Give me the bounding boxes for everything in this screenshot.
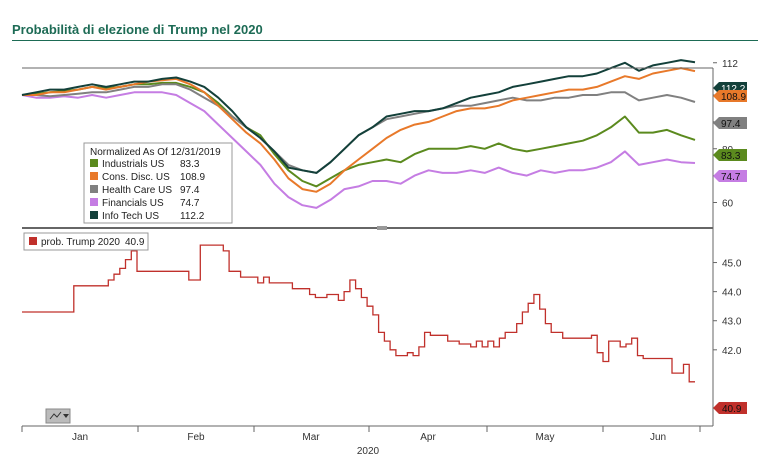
axes: 60708090100112112.2108.997.483.374.742.0… (21, 59, 747, 457)
legend-bottom: prob. Trump 2020 40.9 (23, 232, 149, 251)
legend-swatch-health-care (90, 185, 98, 193)
x-tick-label: Apr (420, 432, 436, 443)
series-line-financials (21, 91, 696, 209)
legend-title: Normalized As Of 12/31/2019 (90, 147, 221, 158)
legend-swatch-industrials (90, 159, 98, 167)
y-tick-label-bottom: 44.0 (722, 288, 742, 299)
legend-label-cons-disc: Cons. Disc. US (102, 172, 170, 183)
x-tick-label: Jan (72, 432, 88, 443)
y-tick-label-bottom: 42.0 (722, 346, 742, 357)
legend-swatch-cons-disc (90, 172, 98, 180)
legend-label-info-tech: Info Tech US (102, 211, 159, 222)
legend-box (83, 142, 233, 224)
end-value-tag-industrials (713, 149, 747, 161)
legend-value-financials: 74.7 (180, 198, 200, 209)
chart-type-button[interactable] (45, 408, 71, 424)
legend-label-trump: prob. Trump 2020 (41, 237, 120, 248)
legend-value-industrials: 83.3 (180, 159, 200, 170)
end-value-label-info-tech: 112.2 (721, 84, 746, 95)
end-value-label-trump: 40.9 (722, 404, 742, 415)
legend-value-health-care: 97.4 (180, 185, 200, 196)
legend-label-financials: Financials US (102, 198, 164, 209)
end-value-tag-cons-disc (713, 90, 747, 102)
line-chart-icon (49, 411, 62, 420)
end-value-tag-trump (713, 402, 747, 414)
legend-label-health-care: Health Care US (102, 185, 172, 196)
legend-value-info-tech: 112.2 (180, 211, 205, 222)
legend-swatch-info-tech (90, 211, 98, 219)
series-line-info-tech (21, 59, 696, 174)
y-tick-label-bottom: 45.0 (722, 259, 742, 270)
chevron-down-icon (63, 414, 69, 418)
x-tick-label: Jun (650, 432, 666, 443)
end-value-label-industrials: 83.3 (721, 151, 741, 162)
end-value-tag-health-care (713, 117, 747, 129)
page-title: Probabilità di elezione di Trump nel 202… (12, 22, 263, 37)
x-tick-label: Mar (302, 432, 320, 443)
bottom-panel: prob. Trump 2020 40.9 (22, 232, 695, 383)
legend-label-industrials: Industrials US (102, 159, 165, 170)
x-tick-label: May (536, 432, 555, 443)
title-divider (12, 40, 758, 41)
end-value-tag-financials (713, 170, 747, 182)
x-axis-year-label: 2020 (357, 446, 380, 457)
y-tick-label-top: 112 (722, 59, 738, 70)
legend-value-cons-disc: 108.9 (180, 172, 205, 183)
legend-swatch-trump (29, 237, 37, 245)
end-value-label-cons-disc: 108.9 (721, 92, 746, 103)
x-tick-label: Feb (187, 432, 205, 443)
y-tick-label-bottom: 43.0 (722, 317, 742, 328)
end-value-label-financials: 74.7 (721, 172, 741, 183)
panel-resize-handle[interactable] (377, 226, 387, 230)
legend-value-trump: 40.9 (125, 237, 145, 248)
series-line-cons-disc (22, 67, 696, 193)
series-line-trump (22, 244, 695, 383)
legend-swatch-financials (90, 198, 98, 206)
end-value-label-health-care: 97.4 (721, 119, 741, 130)
y-tick-label-top: 60 (722, 199, 734, 210)
legend-box (23, 232, 149, 251)
